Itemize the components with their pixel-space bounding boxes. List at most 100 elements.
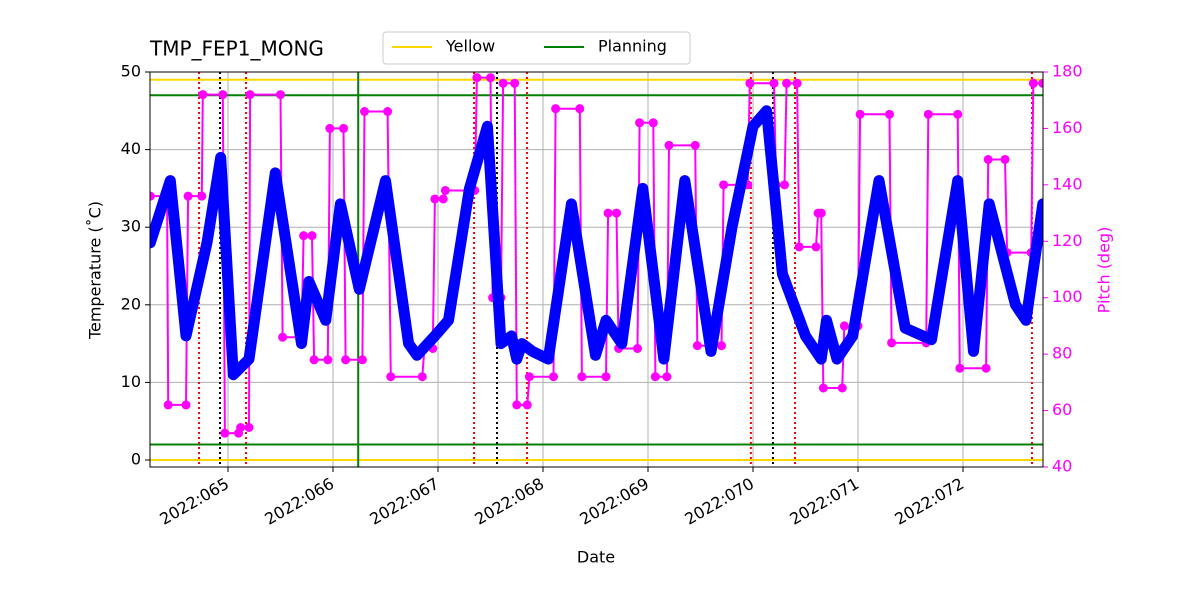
plot-frame — [149, 71, 1044, 468]
series-marker — [690, 140, 700, 150]
chart-title: TMP_FEP1_MONG — [149, 37, 324, 61]
x-tick-label: 2022:067 — [366, 474, 442, 529]
series-marker — [325, 123, 335, 133]
series-marker — [551, 104, 561, 114]
x-tick-label: 2022:069 — [576, 474, 652, 529]
series-marker — [360, 107, 370, 116]
series-marker — [811, 242, 821, 252]
y-tick-label: 30 — [121, 217, 141, 236]
series-marker — [549, 372, 559, 382]
series-marker — [438, 194, 448, 204]
series-marker — [955, 363, 965, 373]
series-marker — [1038, 78, 1043, 88]
series-marker — [323, 355, 333, 365]
series-marker — [816, 208, 826, 218]
series-marker — [486, 73, 496, 83]
series-marker — [779, 180, 789, 190]
x-axis-label: Date — [577, 548, 615, 567]
series-marker — [792, 78, 802, 88]
series-marker — [818, 383, 828, 393]
series-marker — [150, 191, 155, 201]
y-axis-label: Temperature (˚C) — [86, 201, 105, 340]
series-marker — [855, 109, 865, 119]
series-marker — [386, 372, 396, 382]
series-marker — [794, 242, 804, 252]
series-marker — [692, 341, 702, 351]
series-marker — [341, 355, 351, 365]
series-marker — [662, 372, 672, 382]
series-marker — [923, 109, 933, 119]
y2-tick-label: 180 — [1052, 62, 1083, 81]
series-marker — [648, 118, 658, 128]
y2-tick-label: 140 — [1052, 174, 1083, 193]
series-marker — [884, 109, 894, 119]
series-marker — [339, 123, 349, 133]
series-marker — [577, 372, 587, 382]
legend-box — [382, 31, 691, 65]
legend-label: Yellow — [445, 37, 495, 56]
series-marker — [664, 140, 674, 150]
series-marker — [1028, 78, 1038, 88]
series-line — [150, 105, 1043, 381]
series-marker — [218, 90, 228, 100]
series-marker — [498, 78, 508, 88]
y2-tick-label: 60 — [1052, 400, 1072, 419]
series-marker — [635, 118, 645, 128]
y2-tick-label: 120 — [1052, 231, 1083, 250]
x-tick-label: 2022:070 — [681, 474, 757, 529]
series-marker — [603, 208, 613, 218]
series-marker — [245, 90, 255, 100]
series-marker — [472, 73, 482, 83]
series-marker — [953, 109, 963, 119]
y2-tick-label: 80 — [1052, 344, 1072, 363]
series-marker — [650, 372, 660, 382]
x-tick-label: 2022:071 — [786, 474, 862, 529]
y-tick-label: 10 — [121, 372, 141, 391]
legend-label: Planning — [598, 37, 667, 56]
series-marker — [244, 423, 254, 432]
y-tick-label: 20 — [121, 294, 141, 313]
series-marker — [837, 383, 847, 393]
series-marker — [278, 332, 288, 342]
series-marker — [575, 104, 585, 114]
series-marker — [220, 428, 230, 438]
series-marker — [357, 355, 367, 365]
series-marker — [745, 78, 755, 88]
series-marker — [716, 341, 726, 351]
series-marker — [163, 400, 173, 410]
x-tick-label: 2022:068 — [471, 474, 547, 529]
series-marker — [522, 400, 532, 410]
series-marker — [601, 372, 611, 382]
series-marker — [887, 338, 897, 348]
series-marker — [198, 90, 208, 100]
series-marker — [183, 191, 193, 201]
plot-area — [150, 72, 1043, 467]
series-marker — [307, 231, 317, 241]
series-marker — [510, 78, 520, 88]
series-marker — [612, 208, 622, 218]
series-marker — [782, 78, 792, 88]
y-tick-label: 0 — [131, 450, 141, 469]
x-tick-label: 2022:072 — [891, 474, 967, 529]
series-marker — [512, 400, 522, 410]
series-marker — [1000, 154, 1010, 164]
series-marker — [719, 180, 729, 190]
y-tick-label: 50 — [121, 62, 141, 81]
series-marker — [417, 372, 427, 382]
y2-axis-label: Pitch (deg) — [1095, 227, 1114, 314]
y2-tick-label: 40 — [1052, 457, 1072, 476]
series-marker — [440, 186, 450, 195]
series-marker — [181, 400, 191, 410]
series-marker — [983, 154, 993, 164]
y2-tick-label: 160 — [1052, 118, 1083, 137]
series-marker — [839, 321, 849, 331]
y2-tick-label: 100 — [1052, 287, 1083, 306]
series-marker — [633, 344, 643, 353]
x-tick-label: 2022:066 — [261, 474, 337, 529]
series-marker — [309, 355, 319, 365]
series-marker — [197, 191, 207, 201]
series-marker — [299, 231, 309, 241]
series-marker — [383, 107, 393, 116]
series-marker — [981, 363, 991, 373]
